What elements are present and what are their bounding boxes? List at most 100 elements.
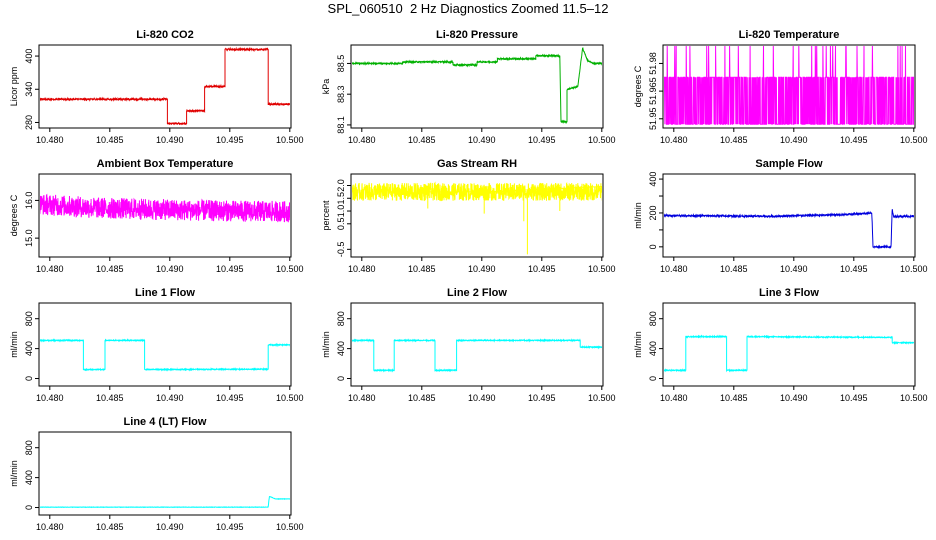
y-tick-label: 400 — [24, 49, 34, 64]
y-tick-label: 0 — [24, 376, 34, 381]
series-line — [664, 46, 914, 125]
panel-title: Sample Flow — [755, 158, 823, 170]
x-tick-label: 10.485 — [720, 135, 748, 145]
page-title: SPL_060510 2 Hz Diagnostics Zoomed 11.5–… — [327, 1, 609, 16]
x-tick-label: 10.485 — [408, 135, 436, 145]
x-tick-label: 10.495 — [216, 522, 244, 532]
panel-4: Ambient Box Temperature 10.480 10.485 10.49… — [9, 158, 304, 274]
y-axis-label: degrees C — [633, 65, 643, 107]
y-axis-label: Licor ppm — [9, 67, 19, 107]
y-tick-label: 400 — [648, 172, 658, 187]
series-line — [664, 334, 914, 373]
x-tick-label: 10.500 — [588, 393, 616, 403]
y-tick-label: 51.965 — [648, 77, 658, 105]
series-line — [40, 193, 290, 223]
series-line — [664, 209, 914, 250]
panel-title: Line 2 Flow — [447, 287, 507, 299]
plot-frame — [38, 431, 292, 516]
y-tick-label: 400 — [648, 341, 658, 356]
panel-10: Line 4 (LT) Flow 10.480 10.485 10.490 10.495… — [9, 416, 304, 532]
panel-title: Li-820 CO2 — [136, 29, 193, 41]
y-tick-label: 15.0 — [24, 229, 34, 247]
y-tick-label: 88.3 — [336, 85, 346, 103]
x-tick-label: 10.490 — [468, 264, 496, 274]
x-tick-label: 10.500 — [900, 393, 928, 403]
y-tick-label: 51.95 — [648, 108, 658, 131]
x-tick-label: 10.485 — [408, 393, 436, 403]
x-tick-label: 10.480 — [36, 264, 64, 274]
x-tick-label: 10.480 — [348, 135, 376, 145]
x-tick-label: 10.485 — [96, 135, 124, 145]
x-tick-label: 10.485 — [720, 264, 748, 274]
series-line — [352, 338, 602, 373]
y-axis-label: ml/min — [9, 331, 19, 358]
x-tick-label: 10.490 — [468, 135, 496, 145]
series-line — [352, 47, 602, 125]
x-tick-label: 10.495 — [216, 135, 244, 145]
panel-title: Line 4 (LT) Flow — [124, 416, 207, 428]
plot-frame — [38, 173, 292, 258]
y-tick-label: 88.1 — [336, 116, 346, 134]
plot-frame — [662, 302, 916, 387]
y-tick-label: 0 — [24, 505, 34, 510]
y-tick-label: 800 — [648, 311, 658, 326]
plot-frame — [38, 302, 292, 387]
x-tick-label: 10.485 — [408, 264, 436, 274]
x-tick-label: 10.490 — [468, 393, 496, 403]
x-tick-label: 10.485 — [720, 393, 748, 403]
x-tick-label: 10.480 — [660, 393, 688, 403]
x-tick-label: 10.490 — [780, 264, 808, 274]
y-tick-label: 0 — [648, 244, 658, 249]
x-tick-label: 10.485 — [96, 393, 124, 403]
y-tick-label: 0 — [336, 376, 346, 381]
x-tick-label: 10.490 — [156, 522, 184, 532]
x-tick-label: 10.500 — [900, 264, 928, 274]
x-tick-label: 10.500 — [276, 264, 304, 274]
plot-frame — [350, 302, 604, 387]
x-tick-label: 10.480 — [348, 264, 376, 274]
x-tick-label: 10.500 — [276, 522, 304, 532]
panel-title: Gas Stream RH — [437, 158, 517, 170]
y-tick-label: 1.0 — [336, 205, 346, 218]
y-tick-label: 800 — [24, 440, 34, 455]
panel-title: Li-820 Pressure — [436, 29, 518, 41]
x-tick-label: 10.480 — [36, 522, 64, 532]
panel-2: Li-820 Pressure 10.480 10.485 10.490 10.495 1… — [321, 29, 616, 145]
panel-7: Line 1 Flow 10.480 10.485 10.490 10.495 10.50… — [9, 287, 304, 403]
x-tick-label: 10.500 — [588, 264, 616, 274]
x-tick-label: 10.490 — [156, 264, 184, 274]
y-axis-label: kPa — [321, 79, 331, 95]
x-tick-label: 10.500 — [900, 135, 928, 145]
x-tick-label: 10.490 — [156, 393, 184, 403]
panel-title: Line 1 Flow — [135, 287, 195, 299]
y-tick-label: 0.5 — [336, 218, 346, 231]
series-line — [40, 496, 290, 509]
x-tick-label: 10.495 — [528, 264, 556, 274]
x-tick-label: 10.495 — [528, 393, 556, 403]
y-tick-label: 51.98 — [648, 52, 658, 75]
x-tick-label: 10.480 — [660, 135, 688, 145]
x-tick-label: 10.490 — [156, 135, 184, 145]
plot-frame — [662, 44, 916, 129]
panel-1: Li-820 CO2 10.480 10.485 10.490 10.495 10.500… — [9, 29, 304, 145]
panel-5: Gas Stream RH 10.480 10.485 10.490 10.495 10.… — [321, 158, 616, 274]
y-tick-label: 2.0 — [336, 179, 346, 192]
y-tick-label: 400 — [24, 470, 34, 485]
series-line — [352, 181, 602, 255]
x-tick-label: 10.495 — [216, 264, 244, 274]
plot-frame — [350, 173, 604, 258]
x-tick-label: 10.495 — [216, 393, 244, 403]
y-axis-label: ml/min — [633, 202, 643, 229]
x-tick-label: 10.485 — [96, 264, 124, 274]
y-tick-label: 1.5 — [336, 192, 346, 205]
y-tick-label: 400 — [336, 341, 346, 356]
panel-9: Line 3 Flow 10.480 10.485 10.490 10.495 10.50… — [633, 287, 928, 403]
y-tick-label: 400 — [24, 341, 34, 356]
x-tick-label: 10.495 — [528, 135, 556, 145]
x-tick-label: 10.480 — [36, 135, 64, 145]
plot-frame — [350, 44, 604, 129]
y-axis-label: ml/min — [321, 331, 331, 358]
y-tick-label: -0.5 — [336, 242, 346, 258]
x-tick-label: 10.495 — [840, 135, 868, 145]
